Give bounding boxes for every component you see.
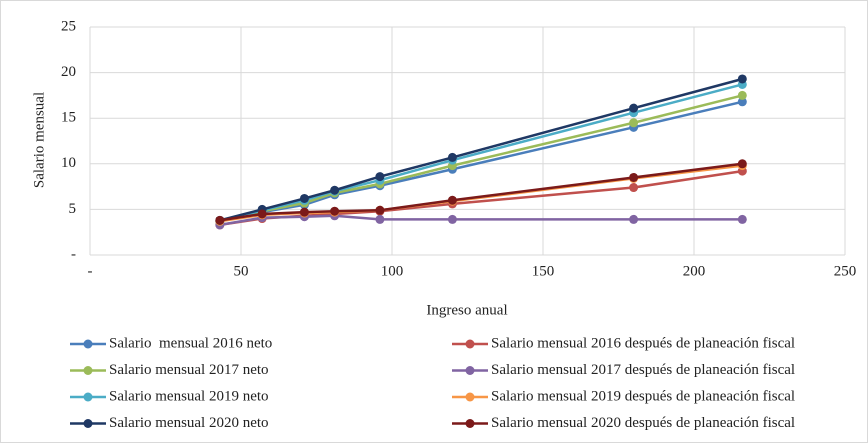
data-point bbox=[629, 183, 639, 193]
x-tick-label: 50 bbox=[234, 263, 249, 279]
data-point bbox=[737, 74, 747, 84]
data-point bbox=[375, 172, 385, 182]
y-axis-title: Salario mensual bbox=[31, 92, 47, 188]
data-point bbox=[447, 152, 457, 162]
legend-marker bbox=[83, 419, 93, 428]
y-tick-label: 25 bbox=[61, 18, 76, 34]
legend-label: Salario mensual 2020 después de planeaci… bbox=[491, 415, 795, 431]
data-point bbox=[629, 118, 639, 128]
data-point bbox=[299, 193, 309, 203]
legend-label: Salario mensual 2019 neto bbox=[109, 388, 269, 404]
legend-label: Salario mensual 2020 neto bbox=[109, 415, 269, 431]
data-point bbox=[737, 159, 747, 169]
x-tick-label: 200 bbox=[683, 263, 706, 279]
data-point bbox=[629, 214, 639, 224]
legend-label: Salario mensual 2016 neto bbox=[109, 335, 272, 351]
y-tick-label: 10 bbox=[61, 155, 76, 171]
data-point bbox=[629, 172, 639, 182]
legend-label: Salario mensual 2016 después de planeaci… bbox=[491, 335, 795, 351]
legend-label: Salario mensual 2019 después de planeaci… bbox=[491, 388, 795, 404]
data-point bbox=[447, 195, 457, 205]
data-point bbox=[299, 207, 309, 217]
data-point bbox=[629, 103, 639, 113]
y-tick-label: 5 bbox=[69, 201, 77, 217]
legend-marker bbox=[465, 366, 475, 375]
legend-marker bbox=[465, 392, 475, 402]
legend-marker bbox=[83, 392, 93, 402]
y-tick-label: - bbox=[71, 246, 76, 262]
legend-label: Salario mensual 2017 neto bbox=[109, 362, 269, 378]
data-point bbox=[447, 214, 457, 224]
x-tick-label: 250 bbox=[834, 263, 857, 279]
legend-marker bbox=[465, 419, 475, 428]
legend-marker bbox=[83, 366, 93, 375]
data-point bbox=[257, 209, 267, 219]
data-point bbox=[330, 185, 340, 195]
y-tick-label: 20 bbox=[61, 64, 76, 80]
x-tick-label: - bbox=[88, 263, 93, 279]
data-point bbox=[737, 97, 747, 107]
legend-marker bbox=[83, 339, 93, 349]
x-axis-title: Ingreso anual bbox=[426, 302, 507, 318]
data-point bbox=[330, 206, 340, 216]
data-point bbox=[737, 90, 747, 100]
data-point bbox=[215, 215, 225, 225]
y-tick-label: 15 bbox=[61, 110, 76, 126]
data-point bbox=[375, 205, 385, 215]
data-point bbox=[737, 214, 747, 224]
series-line bbox=[219, 77, 743, 222]
data-point bbox=[375, 214, 385, 224]
series-line bbox=[219, 214, 743, 227]
series-line bbox=[219, 162, 743, 222]
x-tick-label: 100 bbox=[381, 263, 404, 279]
legend-marker bbox=[465, 339, 475, 349]
x-tick-label: 150 bbox=[532, 263, 555, 279]
legend-label: Salario mensual 2017 después de planeaci… bbox=[491, 362, 795, 378]
